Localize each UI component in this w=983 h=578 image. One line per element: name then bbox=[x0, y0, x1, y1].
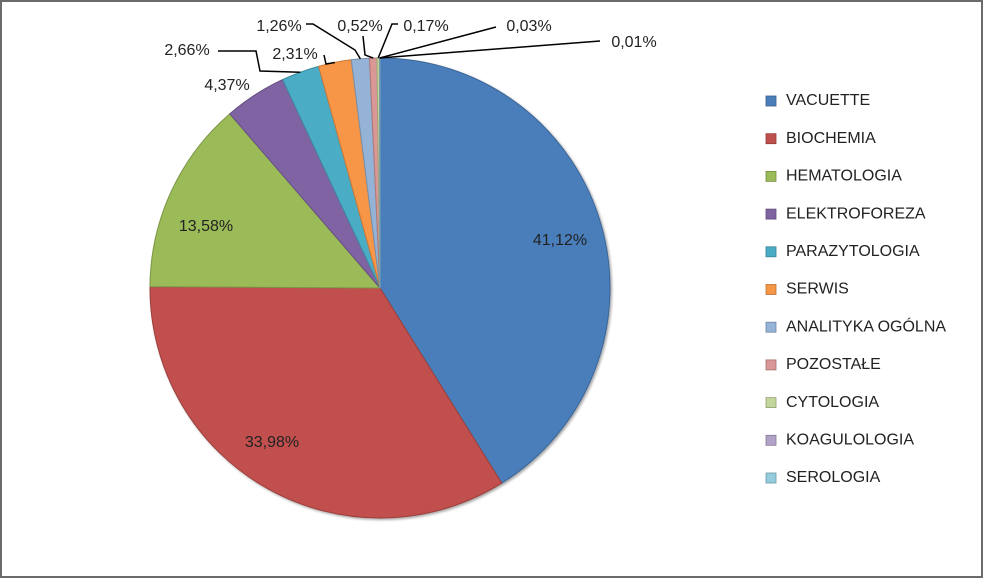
legend-label-biochemia: BIOCHEMIA bbox=[786, 130, 876, 147]
legend-label-cytologia: CYTOLOGIA bbox=[786, 394, 879, 411]
data-label-vacuette: 41,12% bbox=[533, 232, 587, 249]
leader-line-serwis bbox=[323, 54, 335, 65]
pie-slice-biochemia bbox=[149, 286, 503, 519]
legend-swatch-koagulologia bbox=[765, 434, 777, 446]
legend-swatch-elektroforeza bbox=[765, 208, 777, 220]
legend-label-pozostale: POZOSTAŁE bbox=[786, 356, 881, 373]
legend-swatch-pozostale bbox=[765, 359, 777, 371]
leader-line-parazytologia bbox=[218, 50, 301, 73]
data-label-biochemia: 33,98% bbox=[245, 434, 299, 451]
pie-slice-hematologia bbox=[149, 113, 382, 289]
data-label-pozostale: 0,52% bbox=[337, 18, 382, 35]
data-label-hematologia: 13,58% bbox=[179, 218, 233, 235]
legend-swatch-analityka-ogolna bbox=[765, 321, 777, 333]
legend-swatch-hematologia bbox=[765, 170, 777, 182]
data-label-analityka-ogolna: 1,26% bbox=[256, 18, 301, 35]
data-label-elektroforeza: 4,37% bbox=[204, 77, 249, 94]
data-label-cytologia: 0,17% bbox=[403, 18, 448, 35]
pie-slices bbox=[149, 57, 611, 519]
leader-line-cytologia bbox=[377, 23, 398, 59]
leader-line-pozostale bbox=[362, 35, 374, 59]
data-label-serologia: 0,01% bbox=[611, 34, 656, 51]
legend-label-elektroforeza: ELEKTROFOREZA bbox=[786, 205, 926, 222]
data-label-serwis: 2,31% bbox=[272, 46, 317, 63]
data-labels: 41,12% 33,98% 13,58% 4,37% 2,66% 2,31% 1,26% 0,… bbox=[164, 18, 656, 451]
legend-label-serologia: SEROLOGIA bbox=[786, 469, 881, 486]
legend-swatch-cytologia bbox=[765, 397, 777, 409]
legend-swatch-serologia bbox=[765, 472, 777, 484]
legend-label-analityka-ogolna: ANALITYKA OGÓLNA bbox=[786, 316, 946, 335]
legend-swatch-biochemia bbox=[765, 133, 777, 145]
legend: VACUETTE BIOCHEMIA HEMATOLOGIA ELEKTROFOREZ… bbox=[765, 92, 946, 486]
leader-lines bbox=[218, 23, 601, 73]
legend-swatch-serwis bbox=[765, 284, 777, 295]
leader-line-serologia bbox=[379, 40, 601, 59]
data-label-parazytologia: 2,66% bbox=[164, 42, 209, 59]
legend-swatch-parazytologia bbox=[765, 246, 777, 258]
leader-line-koagulologia bbox=[379, 26, 497, 59]
pie-slice-vacuette bbox=[379, 57, 611, 484]
legend-label-koagulologia: KOAGULOLOGIA bbox=[786, 432, 914, 449]
legend-label-hematologia: HEMATOLOGIA bbox=[786, 168, 902, 185]
legend-label-serwis: SERWIS bbox=[786, 281, 849, 298]
legend-label-vacuette: VACUETTE bbox=[786, 92, 870, 109]
data-label-koagulologia: 0,03% bbox=[506, 18, 551, 35]
legend-swatch-vacuette bbox=[765, 95, 777, 107]
leader-line-analityka-ogolna bbox=[306, 23, 362, 60]
legend-label-parazytologia: PARAZYTOLOGIA bbox=[786, 243, 920, 260]
